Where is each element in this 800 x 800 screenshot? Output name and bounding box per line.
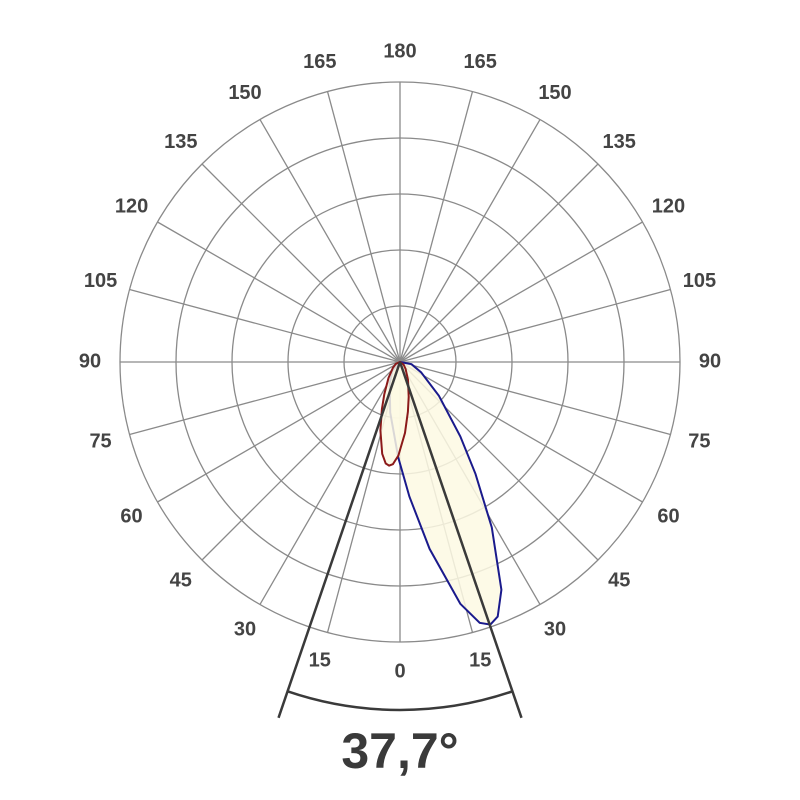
angle-label: 30 [234,619,256,641]
grid-spoke [201,361,401,561]
grid-spoke [326,91,401,363]
angle-label: 150 [538,82,571,104]
angle-label: 75 [688,431,710,453]
angle-label: 60 [120,505,142,527]
grid-spoke [399,91,474,363]
beam-line [398,361,523,719]
grid-spoke [157,221,401,363]
angle-label: 75 [89,431,111,453]
angle-label: 165 [303,51,336,73]
angle-label: 135 [164,131,197,153]
grid-spoke [399,221,643,363]
angle-label: 15 [469,650,491,672]
grid-spoke [129,288,401,363]
grid-spoke [399,163,599,363]
grid-spoke [399,288,671,363]
grid-spoke [399,119,541,363]
angle-label: 90 [699,350,721,372]
grid-spoke [399,361,643,503]
angle-label: 60 [657,505,679,527]
grid-spoke [259,361,401,605]
grid-spoke [129,361,401,436]
angle-label: 135 [603,131,636,153]
grid-spoke [201,163,401,363]
angle-label: 150 [228,82,261,104]
beam-line [277,361,402,719]
angle-label: 45 [170,569,192,591]
beam-angle-label: 37,7° [341,723,458,779]
angle-label: 105 [84,270,117,292]
angle-label: 120 [115,195,148,217]
angle-label: 15 [309,650,331,672]
angle-label: 105 [683,270,716,292]
angle-label: 0 [394,660,405,682]
beam-arc [287,690,513,712]
angle-label: 45 [608,569,630,591]
angle-label: 180 [383,40,416,62]
angle-label: 30 [544,619,566,641]
grid-spoke [399,361,671,436]
angle-label: 120 [652,195,685,217]
angle-label: 165 [464,51,497,73]
intensity-curve [379,360,410,467]
grid-spoke [259,119,401,363]
angle-label: 90 [79,350,101,372]
grid-spoke [157,361,401,503]
